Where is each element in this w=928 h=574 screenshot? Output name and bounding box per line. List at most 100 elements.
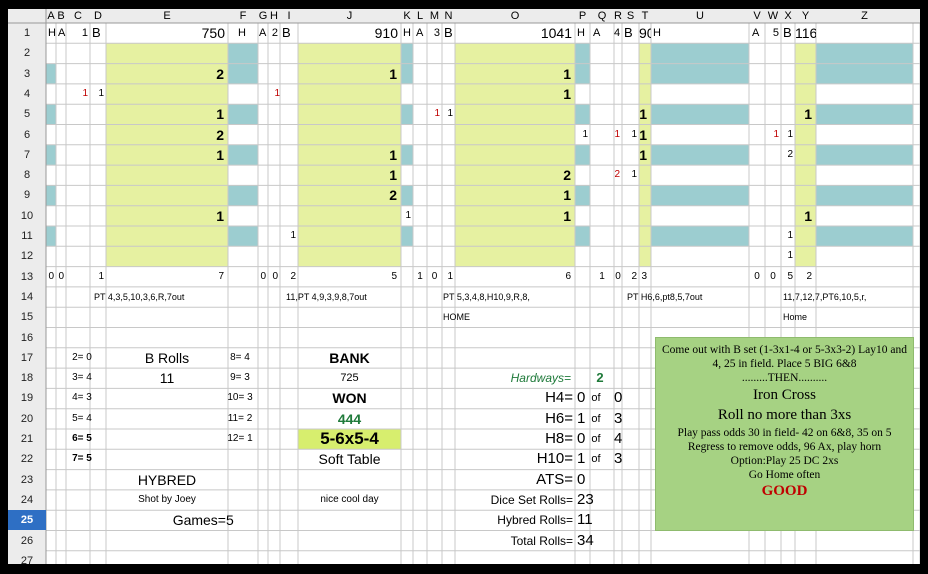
bank-start-value[interactable]: 1041 bbox=[540, 25, 572, 41]
won-label[interactable]: WON bbox=[332, 390, 367, 407]
total-cell[interactable]: 1 bbox=[417, 270, 423, 282]
total-cell[interactable]: 1 bbox=[447, 270, 453, 282]
game-roll-count[interactable]: 1 bbox=[389, 146, 397, 163]
roll-sequence[interactable]: PT 5,3,4,8,H10,9,R,8, bbox=[443, 291, 530, 302]
hardway-label[interactable]: H10= bbox=[536, 450, 573, 468]
games-value[interactable]: 5 bbox=[226, 512, 234, 529]
tally-cell[interactable]: 2 bbox=[787, 148, 793, 160]
tally-cell[interactable]: 1 bbox=[787, 128, 793, 140]
game-number[interactable]: 5 bbox=[772, 27, 779, 39]
total-rolls-label[interactable]: Total Rolls= bbox=[510, 533, 573, 548]
total-cell[interactable]: 5 bbox=[787, 270, 793, 282]
home-label[interactable]: HOME bbox=[443, 312, 470, 323]
game-roll-count[interactable]: 1 bbox=[216, 106, 224, 123]
total-cell[interactable]: 2 bbox=[290, 270, 296, 282]
total-cell[interactable]: 7 bbox=[218, 270, 224, 282]
total-cell[interactable]: 2 bbox=[631, 270, 637, 282]
roll-sequence[interactable]: 11,7,12,7,PT6,10,5,r, bbox=[783, 291, 867, 302]
total-cell[interactable]: 3 bbox=[641, 270, 647, 282]
hardway-value[interactable]: 0 bbox=[577, 430, 586, 447]
hybred-title[interactable]: HYBRED bbox=[137, 471, 197, 488]
tally-cell[interactable]: 1 bbox=[82, 87, 88, 99]
dice-total-count[interactable]: 2= 0 bbox=[72, 351, 92, 363]
games-label[interactable]: Games= bbox=[172, 512, 226, 529]
note-cell[interactable]: nice cool day bbox=[320, 493, 379, 505]
tally-cell[interactable]: 1 bbox=[582, 128, 588, 140]
total-cell[interactable]: 0 bbox=[770, 270, 776, 282]
home-label[interactable]: Home bbox=[783, 312, 808, 323]
dice-total-count[interactable]: 11= 2 bbox=[227, 412, 253, 424]
total-cell[interactable]: 0 bbox=[431, 270, 438, 282]
tally-cell[interactable]: 1 bbox=[447, 108, 453, 120]
hardway-max[interactable]: 3 bbox=[614, 409, 623, 427]
dice-total-count[interactable]: 8= 4 bbox=[230, 351, 250, 363]
tally-cell[interactable]: 1 bbox=[434, 108, 440, 120]
tally-cell[interactable]: 1 bbox=[614, 128, 620, 140]
dice-total-count[interactable]: 4= 3 bbox=[72, 392, 92, 404]
game-roll-count[interactable]: 1 bbox=[563, 65, 571, 82]
tally-cell[interactable]: 1 bbox=[290, 230, 296, 241]
game-roll-count[interactable]: 1 bbox=[216, 146, 224, 163]
row1-label[interactable]: B bbox=[92, 25, 101, 40]
roll-sequence[interactable]: PT H6,6,pt8,5,7out bbox=[627, 291, 703, 302]
dice-total-count[interactable]: 7= 5 bbox=[72, 453, 92, 465]
dice-set-rolls-value[interactable]: 23 bbox=[577, 490, 594, 508]
ats-value[interactable]: 0 bbox=[577, 470, 586, 488]
hardway-of[interactable]: of bbox=[591, 453, 601, 466]
dice-total-count[interactable]: 12= 1 bbox=[227, 433, 253, 444]
row1-label[interactable]: B bbox=[444, 25, 453, 40]
total-cell[interactable]: 5 bbox=[391, 270, 397, 282]
game-roll-count[interactable]: 2 bbox=[389, 187, 397, 204]
spreadsheet[interactable]: A B C D E F G H I J K L M N O P Q R S T U V W X Y Z 1 2 3 4 5 6 7 8 9 10 11 1… bbox=[8, 9, 920, 564]
hardway-value[interactable]: 0 bbox=[577, 389, 586, 407]
roll-sequence[interactable]: PT 4,3,5,10,3,6,R,7out bbox=[94, 291, 185, 302]
won-value[interactable]: 444 bbox=[337, 410, 362, 427]
row1-label[interactable]: B bbox=[624, 25, 633, 40]
dice-total-count[interactable]: 6= 5 bbox=[72, 433, 92, 444]
dice-total-count[interactable]: 10= 3 bbox=[227, 392, 253, 404]
game-roll-count[interactable]: 1 bbox=[563, 85, 571, 102]
bank-start-value[interactable]: 1169 bbox=[795, 25, 816, 41]
game-roll-count[interactable]: 1 bbox=[639, 126, 647, 143]
row1-label[interactable]: A bbox=[259, 27, 267, 39]
total-cell[interactable]: 2 bbox=[806, 270, 812, 282]
row1-label[interactable]: A bbox=[593, 27, 601, 39]
row1-label[interactable]: H bbox=[403, 27, 411, 39]
total-cell[interactable]: 1 bbox=[599, 270, 605, 282]
game-roll-count[interactable]: 1 bbox=[804, 106, 812, 123]
game-roll-count[interactable]: 1 bbox=[563, 207, 571, 224]
game-roll-count[interactable]: 1 bbox=[804, 207, 812, 224]
total-cell[interactable]: 0 bbox=[260, 270, 266, 282]
hardway-label[interactable]: H8= bbox=[545, 430, 573, 447]
bank-start-value[interactable]: 750 bbox=[201, 25, 225, 41]
row1-label[interactable]: B bbox=[282, 25, 291, 40]
total-cell[interactable]: 0 bbox=[48, 270, 54, 282]
tally-cell[interactable]: 1 bbox=[773, 128, 779, 140]
dice-total-count[interactable]: 3= 4 bbox=[72, 372, 92, 384]
total-cell[interactable]: 1 bbox=[98, 270, 104, 282]
tally-cell[interactable]: 2 bbox=[614, 169, 620, 181]
b-rolls-label[interactable]: B Rolls bbox=[144, 349, 190, 366]
bank-start-value[interactable]: 906 bbox=[639, 25, 651, 41]
tally-cell[interactable]: 1 bbox=[274, 87, 280, 99]
system-cell[interactable]: 5-6x5-4 bbox=[320, 429, 379, 448]
game-roll-count[interactable]: 2 bbox=[563, 167, 571, 184]
game-roll-count[interactable]: 2 bbox=[216, 65, 224, 82]
hardway-of[interactable]: of bbox=[591, 412, 601, 425]
game-number[interactable]: 1 bbox=[81, 27, 88, 39]
hardway-of[interactable]: of bbox=[591, 392, 601, 405]
dice-set-rolls-label[interactable]: Dice Set Rolls= bbox=[490, 492, 573, 507]
bank-label[interactable]: BANK bbox=[329, 349, 370, 366]
tally-cell[interactable]: 1 bbox=[787, 230, 793, 241]
total-cell[interactable]: 0 bbox=[754, 270, 760, 282]
hardway-value[interactable]: 1 bbox=[577, 409, 586, 427]
tally-cell[interactable]: 1 bbox=[405, 209, 411, 221]
tally-cell[interactable]: 1 bbox=[98, 87, 104, 99]
hardway-max[interactable]: 4 bbox=[614, 430, 623, 447]
tally-cell[interactable]: 1 bbox=[787, 250, 793, 262]
tally-cell[interactable]: 1 bbox=[631, 169, 637, 181]
total-cell[interactable]: 0 bbox=[272, 270, 278, 282]
row1-label[interactable]: H bbox=[48, 27, 56, 39]
row1-label[interactable]: H bbox=[653, 27, 661, 39]
total-cell[interactable]: 6 bbox=[565, 270, 571, 282]
